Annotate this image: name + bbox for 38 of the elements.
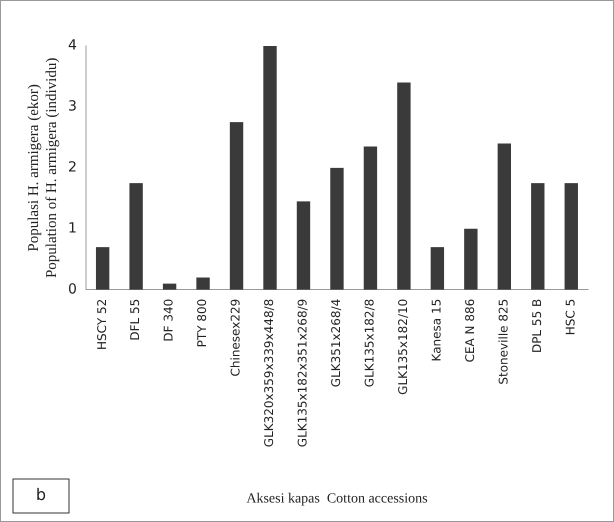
- y-tick-label: 2: [68, 160, 77, 176]
- bar: [498, 144, 512, 290]
- bar: [129, 183, 143, 290]
- x-tick-label: DFL 55: [128, 298, 142, 341]
- bar: [464, 228, 478, 290]
- y-tick-label: 4: [68, 38, 77, 54]
- bar: [397, 82, 411, 290]
- bar: [263, 46, 277, 290]
- x-tick-label: DPL 55 B: [530, 298, 544, 354]
- bar: [196, 278, 210, 290]
- x-tick-label: Stoneville 825: [496, 298, 510, 385]
- bar: [364, 146, 378, 290]
- x-tick-label: DF 340: [162, 298, 176, 342]
- y-tick-label: 3: [68, 98, 77, 115]
- bar: [162, 284, 176, 290]
- y-axis-title: Populasi H. armigera (ekor) Population of H. armigera (individu): [26, 58, 60, 278]
- bar: [430, 247, 444, 290]
- text: b: [36, 485, 46, 504]
- x-tick-label: GLK135x182/10: [396, 298, 410, 395]
- x-tick-label: CEA N 886: [462, 298, 477, 362]
- y-tick-label: 0: [68, 281, 77, 298]
- x-tick-label: Kanesa 15: [429, 298, 444, 362]
- x-tick-label: HSCY 52: [94, 298, 109, 350]
- x-tick-label: HSC 5: [563, 298, 578, 336]
- x-tick-label: GLK351x268/4: [329, 298, 344, 388]
- bar: [230, 122, 244, 290]
- y-tick-label: 1: [68, 220, 77, 236]
- x-tick-label: GLK320x359x339x448/8: [262, 298, 276, 448]
- bar: [531, 183, 544, 290]
- bar: [296, 201, 310, 290]
- bar: [564, 183, 578, 290]
- x-tick-label: Chinesex229: [228, 298, 243, 376]
- bar: [96, 247, 110, 290]
- x-tick-label: PTY 800: [195, 298, 210, 348]
- x-axis-title: Aksesi kapas Cotton accessions: [246, 491, 428, 506]
- bar: [330, 168, 344, 290]
- x-tick-label: GLK135x182/8: [362, 298, 377, 388]
- x-tick-label: GLK135x182x351x268/9: [296, 298, 310, 448]
